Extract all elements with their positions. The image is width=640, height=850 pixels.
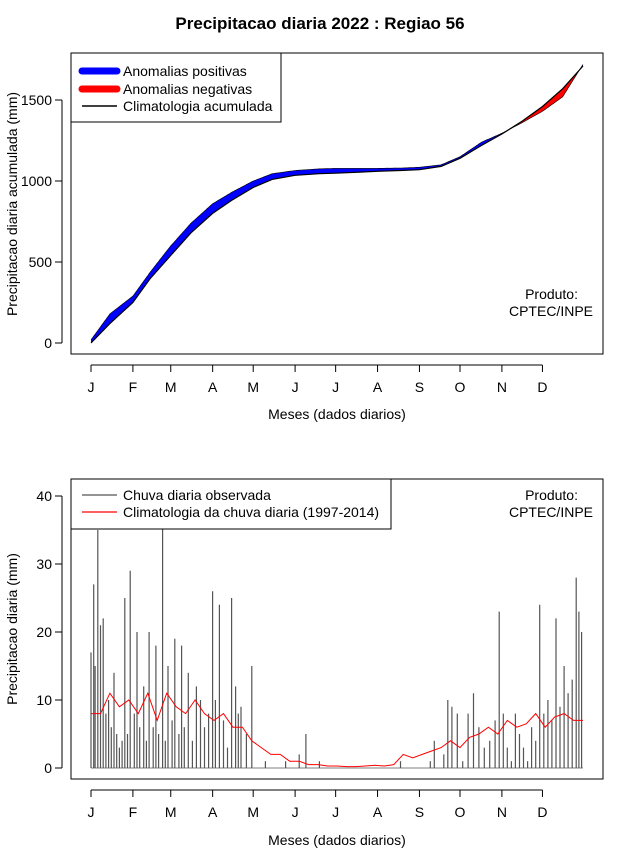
legend-label-negative: Anomalias negativas [123, 81, 252, 97]
daily-x-tick-label: O [455, 804, 466, 820]
observed-cumulative-line [90, 64, 584, 340]
cumulative-x-tick-label: S [415, 379, 424, 395]
positive-anomaly-area [91, 128, 510, 343]
daily-y-tick-label: 20 [36, 624, 52, 640]
cumulative-y-axis-label: Precipitacao diaria acumulada (mm) [4, 92, 20, 316]
cumulative-x-tick-label: J [292, 379, 299, 395]
daily-x-tick-label: M [165, 804, 177, 820]
cumulative-y-tick-label: 1000 [21, 173, 52, 189]
daily-x-tick-label: S [415, 804, 424, 820]
cumulative-x-tick-label: D [537, 379, 547, 395]
cumulative-y-tick-label: 1500 [21, 92, 52, 108]
cumulative-x-tick-label: F [129, 379, 138, 395]
product-label: Produto: [525, 286, 578, 302]
daily-y-tick-label: 0 [44, 760, 52, 776]
daily-x-tick-label: A [373, 804, 383, 820]
cumulative-x-axis-label: Meses (dados diarios) [268, 406, 406, 422]
daily-x-tick-label: F [129, 804, 138, 820]
product-source-daily: CPTEC/INPE [509, 504, 593, 520]
climatology-cumulative-line [90, 65, 584, 344]
daily-plot-area [90, 480, 583, 769]
legend-label-positive: Anomalias positivas [123, 63, 247, 79]
cumulative-x-tick-label: M [165, 379, 177, 395]
daily-climatology-line [91, 691, 583, 768]
cumulative-y-tick-label: 0 [44, 335, 52, 351]
daily-x-tick-label: J [332, 804, 339, 820]
daily-x-tick-label: A [208, 804, 218, 820]
daily-x-tick-label: N [497, 804, 507, 820]
legend-label-climatology-daily: Climatologia da chuva diaria (1997-2014) [123, 504, 379, 520]
cumulative-x-tick-label: A [208, 379, 218, 395]
cumulative-x-tick-label: M [247, 379, 259, 395]
cumulative-y-tick-label: 500 [29, 254, 53, 270]
chart-title: Precipitacao diaria 2022 : Regiao 56 [175, 14, 465, 33]
product-source: CPTEC/INPE [509, 303, 593, 319]
daily-legend-box [70, 478, 392, 530]
cumulative-x-tick-label: N [497, 379, 507, 395]
cumulative-plot-area [90, 64, 584, 344]
cumulative-legend: Anomalias positivas Anomalias negativas … [70, 52, 282, 123]
daily-x-tick-label: M [247, 804, 259, 820]
daily-y-tick-label: 40 [36, 488, 52, 504]
daily-y-axis-label: Precipitacao diaria (mm) [4, 553, 20, 705]
daily-x-tick-label: J [292, 804, 299, 820]
daily-y-tick-label: 30 [36, 556, 52, 572]
daily-legend: Chuva diaria observada Climatologia da c… [70, 478, 392, 530]
cumulative-plot-frame [70, 52, 604, 355]
cumulative-x-tick-label: J [88, 379, 95, 395]
cumulative-x-tick-label: O [455, 379, 466, 395]
legend-label-observed: Chuva diaria observada [123, 487, 271, 503]
daily-chart-panel: 0 10 20 30 40 J F M A M J J A S O N D Meses (dados diar… [4, 478, 604, 848]
daily-x-tick-label: J [88, 804, 95, 820]
cumulative-x-tick-label: A [373, 379, 383, 395]
legend-label-climatology: Climatologia acumulada [123, 98, 273, 114]
product-label-daily: Produto: [525, 487, 578, 503]
daily-x-axis-label: Meses (dados diarios) [268, 832, 406, 848]
cumulative-y-axis: 0 500 1000 1500 [21, 92, 63, 351]
daily-y-axis: 0 10 20 30 40 [36, 488, 63, 776]
daily-x-tick-label: D [537, 804, 547, 820]
negative-anomaly-area [510, 68, 581, 129]
cumulative-x-tick-label: J [332, 379, 339, 395]
cumulative-chart-panel: 0 500 1000 1500 J F M A M J J A S O N D Meses (dados d… [4, 52, 604, 422]
daily-y-tick-label: 10 [36, 692, 52, 708]
